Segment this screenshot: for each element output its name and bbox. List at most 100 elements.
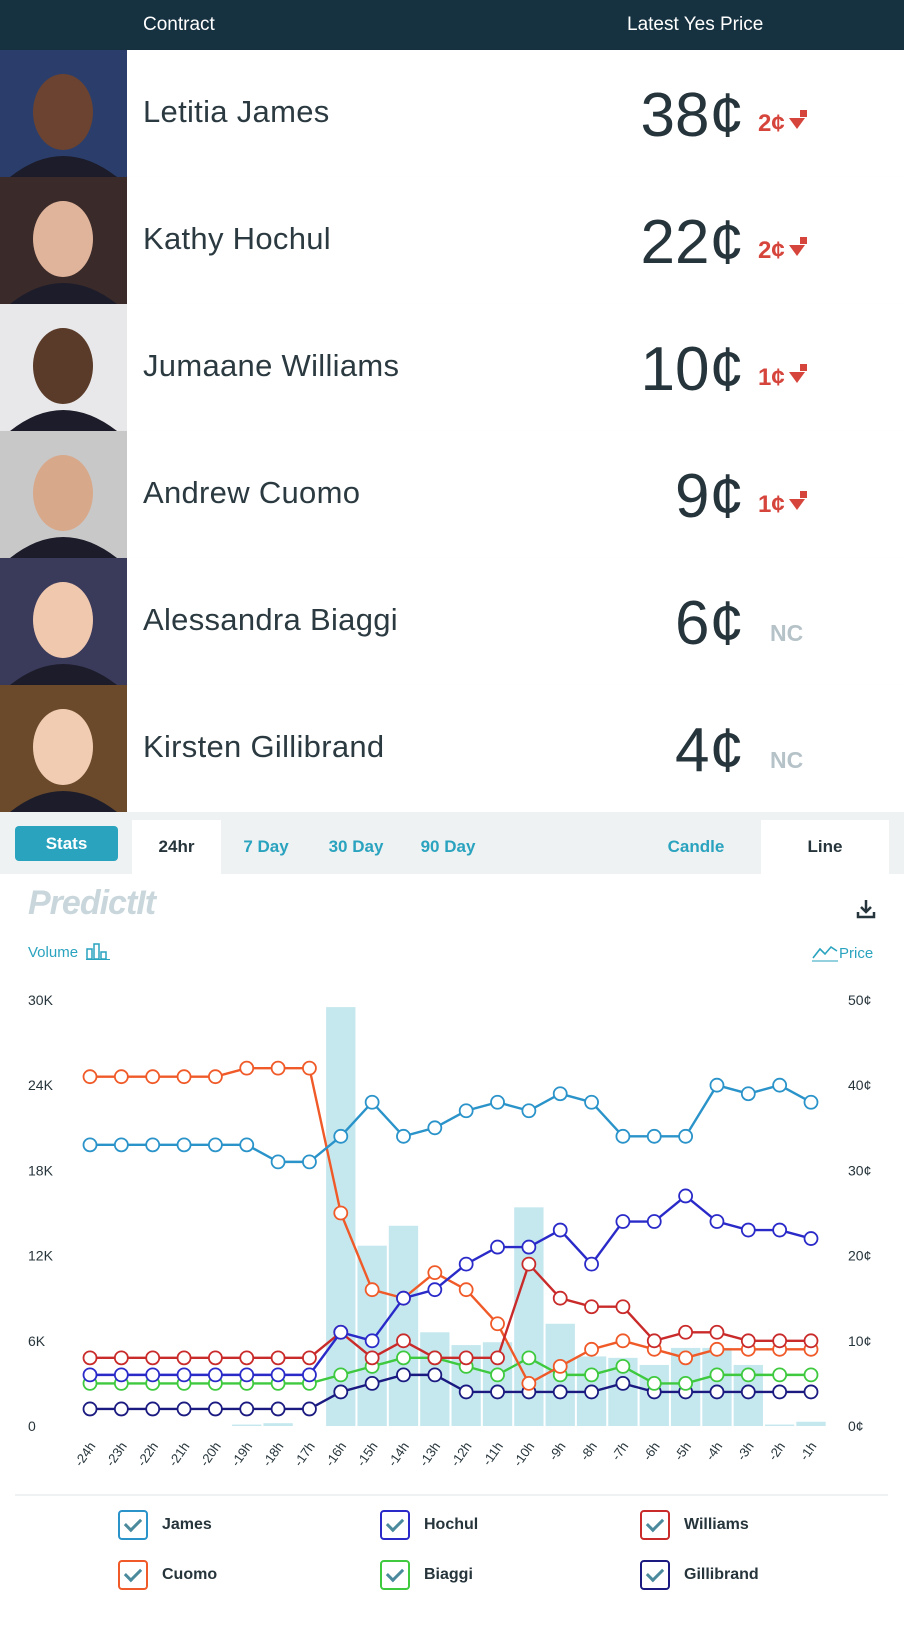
tab-7-day[interactable]: 7 Day [243,837,289,856]
data-point [176,1137,192,1153]
checkbox-icon[interactable] [640,1510,670,1540]
contract-row[interactable]: Letitia James 38¢ 2¢ [0,50,904,177]
legend-divider [15,1494,888,1496]
data-point [113,1137,129,1153]
data-point [302,1060,317,1076]
data-point [113,1069,129,1085]
data-point [427,1282,443,1298]
price-volume-chart: 0 6K 12K 18K 24K 30K 0¢ 10¢ 20¢ 30¢ 40¢ 50¢ -24h -23h… [28,992,871,1469]
candidate-photo [0,558,127,685]
data-point [584,1256,599,1272]
data-point [113,1401,129,1417]
data-point [740,1086,756,1102]
candidate-name: Kirsten Gillibrand [143,729,385,764]
x-tick-label: -6h [640,1439,663,1463]
data-point [521,1256,537,1272]
data-point [113,1367,129,1383]
data-point [176,1401,192,1417]
data-point [333,1324,349,1340]
data-point [176,1350,192,1366]
data-point [584,1367,599,1383]
contract-row[interactable]: Andrew Cuomo 9¢ 1¢ [0,431,904,558]
data-point [145,1137,161,1153]
data-point [584,1299,599,1315]
data-point [207,1137,223,1153]
data-point [584,1341,599,1357]
tab-candle[interactable]: Candle [667,837,725,856]
x-tick-label: -10h [510,1439,537,1469]
table-header: Contract Latest Yes Price [0,0,904,50]
data-point [740,1333,756,1349]
download-icon[interactable] [855,898,877,920]
price-line-icon [812,945,838,962]
tab-line[interactable]: Line [761,820,889,874]
checkbox-icon[interactable] [118,1560,148,1590]
data-point [490,1239,505,1255]
candidate-photo [0,685,127,812]
price-change: NC [770,620,804,646]
legend-label: Hochul [424,1516,479,1533]
price-tick-label: 10¢ [848,1333,871,1349]
x-tick-label: -20h [197,1439,224,1469]
checkbox-icon[interactable] [640,1560,670,1590]
checkbox-icon[interactable] [380,1560,410,1590]
data-point [646,1333,662,1349]
latest-yes-price: 10¢ [640,335,744,404]
volume-tick-label: 12K [28,1248,54,1264]
data-point [396,1367,411,1383]
data-point [458,1384,474,1400]
volume-tick-label: 6K [28,1333,46,1349]
data-point [803,1367,819,1383]
candidate-name: Jumaane Williams [143,348,400,383]
contract-row[interactable]: Alessandra Biaggi 6¢ NC [0,558,904,685]
data-point [709,1214,725,1229]
tab-30-day[interactable]: 30 Day [328,837,384,856]
data-point [364,1282,380,1298]
data-point [427,1350,443,1366]
data-point [552,1358,568,1374]
data-point [615,1375,631,1391]
tab-90-day[interactable]: 90 Day [420,837,476,856]
x-tick-label: -23h [103,1439,130,1469]
contract-row[interactable]: Jumaane Williams 10¢ 1¢ [0,304,904,431]
data-point [270,1060,286,1076]
checkbox-icon[interactable] [118,1510,148,1540]
data-point [458,1256,474,1272]
data-point [239,1060,255,1076]
stats-button[interactable]: Stats [15,826,118,861]
data-point [646,1214,662,1229]
data-point [427,1265,443,1281]
x-tick-label: -8h [577,1439,600,1463]
volume-tick-label: 0 [28,1418,36,1434]
tab-24hr[interactable]: 24hr [132,820,221,874]
x-tick-label: -17h [291,1439,318,1469]
latest-yes-price: 4¢ [675,716,744,785]
candidate-name: Kathy Hochul [143,221,331,256]
data-point [270,1367,286,1383]
checkbox-icon[interactable] [380,1510,410,1540]
contract-column-header: Contract [143,14,215,35]
contract-row[interactable]: Kathy Hochul 22¢ 2¢ [0,177,904,304]
data-point [333,1384,349,1400]
x-tick-label: -9h [546,1439,569,1463]
x-tick-label: -7h [608,1439,631,1463]
data-point [678,1324,694,1340]
data-point [552,1290,568,1306]
data-point [490,1350,505,1366]
data-point [709,1367,725,1383]
price-change: 2¢ [758,110,818,138]
x-tick-label: -21h [165,1439,192,1469]
data-point [678,1375,694,1391]
data-point [615,1214,631,1229]
data-point [803,1384,819,1400]
contract-row[interactable]: Kirsten Gillibrand 4¢ NC [0,685,904,812]
down-arrow-icon [788,499,805,510]
data-point [490,1384,505,1400]
volume-tick-label: 30K [28,992,54,1008]
series-line-cuomo [90,1066,811,1386]
x-tick-label: -22h [134,1439,161,1469]
legend-label: Williams [684,1516,749,1533]
data-point [427,1367,443,1383]
x-tick-label: -16h [322,1439,349,1469]
data-point [239,1350,255,1366]
